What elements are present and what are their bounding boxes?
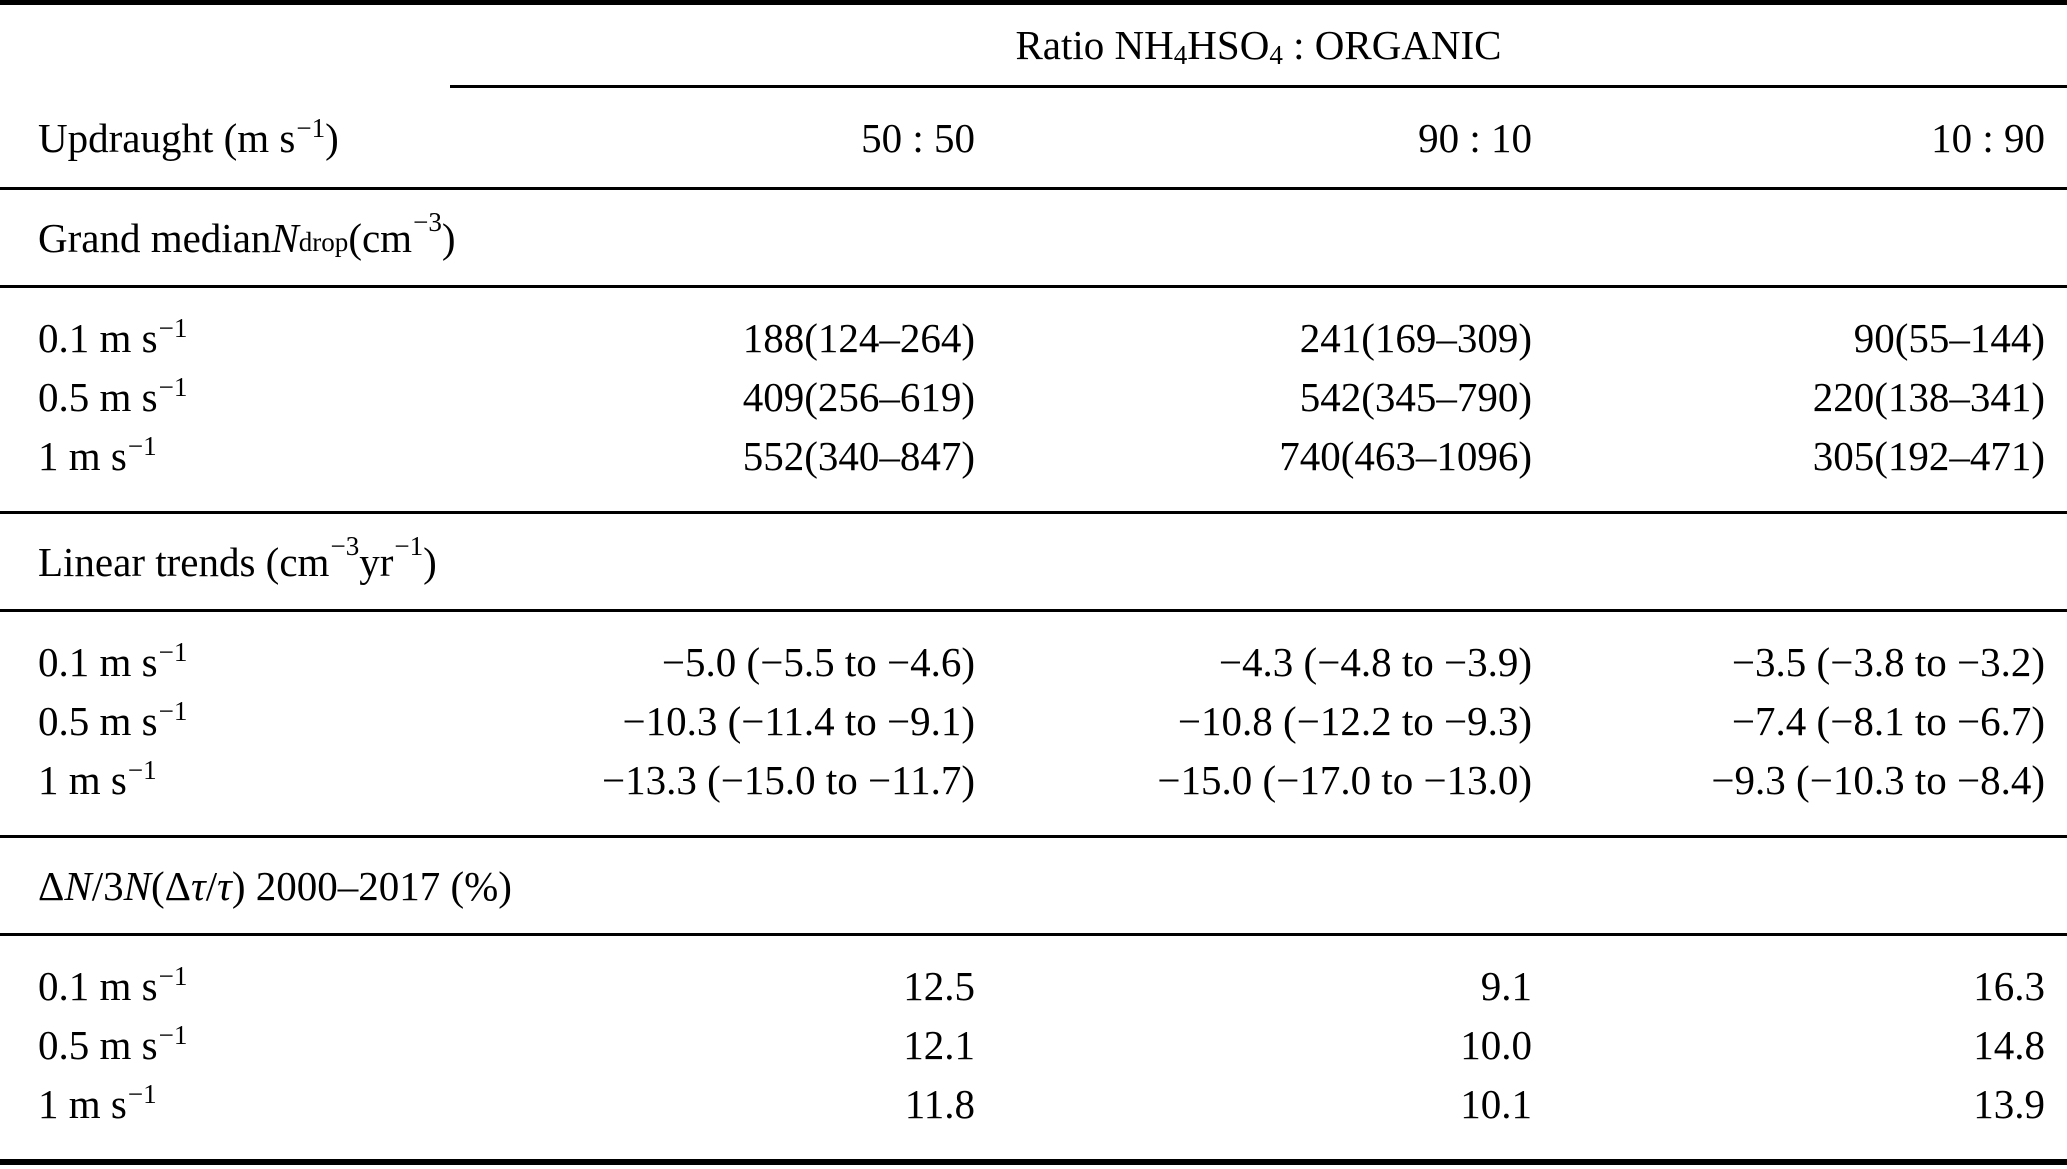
cell-col2: 10.1: [1460, 1080, 1532, 1127]
cell-col1: −10.3 (−11.4 to −9.1): [622, 697, 975, 744]
section-rows: 0.1 m s−1 12.5 9.1 16.3 0.5 m s−1 12.1 10.0 14.…: [0, 936, 2067, 1159]
section-title-rule: [0, 285, 2067, 288]
cell-col2: 542(345–790): [1299, 373, 1532, 420]
cell-col1: 11.8: [904, 1080, 975, 1127]
cell-col3: 90(55–144): [1853, 314, 2045, 361]
section-title: Δ N/3 N (Δ τ / τ) 2000–2017 (%): [38, 862, 512, 909]
cell-col1: 409(256–619): [742, 373, 975, 420]
row-label: 1 m s−1: [38, 430, 157, 479]
cell-col1: 188(124–264): [742, 314, 975, 361]
cell-col3: 13.9: [1973, 1080, 2045, 1127]
cell-col1: 552(340–847): [742, 432, 975, 479]
table-row: 0.5 m s−1 409(256–619) 542(345–790) 220(138…: [0, 367, 2067, 426]
row-label: 1 m s−1: [38, 754, 157, 803]
section-title-rule: [0, 609, 2067, 612]
table-row: 0.5 m s−1 12.1 10.0 14.8: [0, 1015, 2067, 1074]
row-label: 0.5 m s−1: [38, 371, 188, 420]
cell-col3: −7.4 (−8.1 to −6.7): [1731, 697, 2045, 744]
column-header-50-50: 50 : 50: [861, 114, 975, 161]
cell-col2: 740(463–1096): [1279, 432, 1532, 479]
table-top-rule: [0, 0, 2067, 5]
cell-col2: −4.3 (−4.8 to −3.9): [1218, 638, 1532, 685]
table-row: 0.1 m s−1 188(124–264) 241(169–309) 90(55–1…: [0, 308, 2067, 367]
table-row: 0.1 m s−1 12.5 9.1 16.3: [0, 956, 2067, 1015]
table-row: 0.1 m s−1 −5.0 (−5.5 to −4.6) −4.3 (−4.8 t…: [0, 632, 2067, 691]
cell-col3: 220(138–341): [1812, 373, 2045, 420]
section-rows: 0.1 m s−1 −5.0 (−5.5 to −4.6) −4.3 (−4.8 t…: [0, 612, 2067, 835]
table-row: 0.5 m s−1 −10.3 (−11.4 to −9.1) −10.8 (−12…: [0, 691, 2067, 750]
table-bottom-rule: [0, 1159, 2067, 1165]
cell-col1: −13.3 (−15.0 to −11.7): [601, 756, 975, 803]
table-row: 1 m s−1 −13.3 (−15.0 to −11.7) −15.0 (−17.…: [0, 750, 2067, 809]
section-separator-rule: [0, 511, 2067, 514]
cell-col3: −3.5 (−3.8 to −3.2): [1731, 638, 2045, 685]
section-separator-rule: [0, 835, 2067, 838]
cell-col2: −15.0 (−17.0 to −13.0): [1157, 756, 1532, 803]
cell-col2: 241(169–309): [1299, 314, 1532, 361]
column-header-row: Updraught (m s−1) 50 : 50 90 : 10 10 : 9…: [0, 88, 2067, 187]
row-label: 0.1 m s−1: [38, 960, 188, 1009]
row-label-header: Updraught (m s−1): [38, 112, 339, 161]
cell-col3: −9.3 (−10.3 to −8.4): [1711, 756, 2045, 803]
cell-col2: 10.0: [1460, 1021, 1532, 1068]
column-header-10-90: 10 : 90: [1931, 114, 2045, 161]
cell-col2: 9.1: [1480, 962, 1532, 1009]
header-bottom-rule: [0, 187, 2067, 190]
row-label: 0.5 m s−1: [38, 695, 188, 744]
ratio-header: Ratio NH4HSO4 : ORGANIC: [450, 5, 2067, 88]
cell-col2: −10.8 (−12.2 to −9.3): [1177, 697, 1532, 744]
section-title: Linear trends (cm −3 yr −1): [38, 531, 437, 585]
row-label: 0.1 m s−1: [38, 636, 188, 685]
section-title-rule: [0, 933, 2067, 936]
cell-col3: 14.8: [1973, 1021, 2045, 1068]
table-row: 1 m s−1 552(340–847) 740(463–1096) 305(192–…: [0, 426, 2067, 485]
row-label: 0.1 m s−1: [38, 312, 188, 361]
ratio-header-row: Ratio NH4HSO4 : ORGANIC: [0, 5, 2067, 88]
ratio-header-title: Ratio NH4HSO4 : ORGANIC: [1015, 22, 1502, 71]
row-label: 1 m s−1: [38, 1078, 157, 1127]
cell-col3: 305(192–471): [1812, 432, 2045, 479]
cell-col1: 12.5: [903, 962, 975, 1009]
cell-col1: 12.1: [903, 1021, 975, 1068]
row-label: 0.5 m s−1: [38, 1019, 188, 1068]
section-rows: 0.1 m s−1 188(124–264) 241(169–309) 90(55–1…: [0, 288, 2067, 511]
column-header-90-10: 90 : 10: [1418, 114, 1532, 161]
cell-col3: 16.3: [1973, 962, 2045, 1009]
cell-col1: −5.0 (−5.5 to −4.6): [661, 638, 975, 685]
table-row: 1 m s−1 11.8 10.1 13.9: [0, 1074, 2067, 1133]
